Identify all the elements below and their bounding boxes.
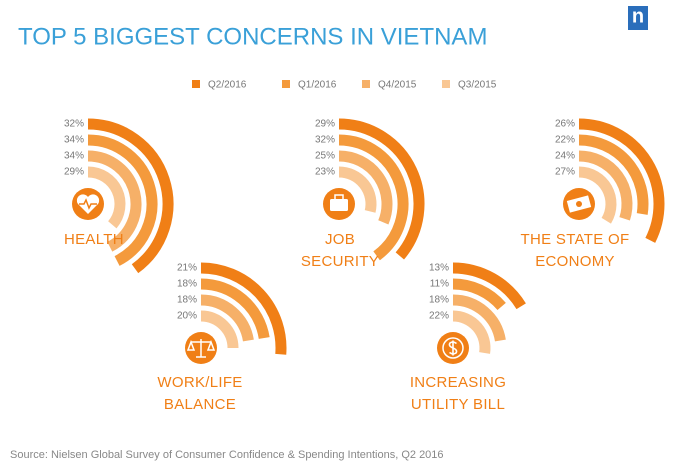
value-label: 29%	[315, 119, 335, 130]
legend-swatch	[282, 80, 290, 88]
logo: n	[632, 5, 644, 27]
radial-bar	[578, 118, 665, 243]
briefcase-handle	[334, 194, 344, 201]
radial-bar	[452, 278, 506, 311]
value-label: 26%	[555, 119, 575, 130]
legend-label: Q1/2016	[298, 80, 337, 91]
chart-title: TOP 5 BIGGEST CONCERNS IN VIETNAM	[18, 23, 487, 50]
category-label: JOB SECURITY	[300, 231, 380, 270]
radial-bar	[338, 150, 393, 225]
legend-label: Q3/2015	[458, 80, 497, 91]
radial-bar	[87, 150, 142, 252]
icons	[72, 188, 595, 364]
legend-label: Q4/2015	[378, 80, 417, 91]
value-label: 18%	[177, 295, 197, 306]
value-label: 23%	[315, 167, 335, 178]
radial-bar	[200, 278, 270, 340]
radial-bar	[452, 294, 506, 342]
briefcase-icon	[330, 199, 348, 211]
radial-bar	[452, 262, 526, 310]
value-label: 24%	[555, 151, 575, 162]
value-label: 32%	[64, 119, 84, 130]
radial-bar	[87, 166, 126, 229]
value-label: 29%	[64, 167, 84, 178]
radial-bar	[338, 134, 409, 261]
legend-swatch	[192, 80, 200, 88]
radial-bar	[338, 118, 425, 260]
legend-swatch	[362, 80, 370, 88]
category-label: WORK/LIFE BALANCE	[157, 374, 243, 413]
category-label: INCREASING UTILITY BILL	[409, 374, 507, 413]
value-label: 34%	[64, 135, 84, 146]
radial-bar	[200, 310, 239, 349]
value-label: 20%	[177, 311, 197, 322]
value-label: 11%	[430, 279, 449, 290]
money-dot	[576, 201, 582, 207]
radial-bar	[338, 166, 377, 213]
legend-swatch	[442, 80, 450, 88]
value-label: 22%	[555, 135, 575, 146]
value-label: 21%	[177, 263, 197, 274]
value-label: 18%	[429, 295, 449, 306]
logo-box	[628, 6, 648, 30]
radial-bar	[578, 134, 649, 215]
dollar-icon	[448, 340, 458, 356]
radial-bar	[578, 150, 633, 221]
value-label: 18%	[177, 279, 197, 290]
category-label: THE STATE OF ECONOMY	[520, 231, 630, 270]
value-label: 27%	[555, 167, 575, 178]
radial-bar	[452, 310, 491, 354]
value-label: 32%	[315, 135, 335, 146]
scales-icon	[186, 339, 216, 358]
category-label: HEALTH	[64, 231, 124, 248]
pulse-icon	[79, 198, 97, 210]
radial-bar	[87, 118, 174, 274]
value-label: 25%	[315, 151, 335, 162]
radial-bar	[200, 262, 287, 355]
legend-label: Q2/2016	[208, 80, 247, 91]
value-label: 13%	[429, 263, 449, 274]
radial-bar	[578, 166, 617, 224]
value-label: 34%	[64, 151, 84, 162]
dollar-ring	[442, 337, 464, 359]
radial-bar	[87, 134, 158, 266]
radial-bar	[200, 294, 254, 342]
source: Source: Nielsen Global Survey of Consume…	[10, 449, 444, 461]
value-label: 22%	[429, 311, 449, 322]
